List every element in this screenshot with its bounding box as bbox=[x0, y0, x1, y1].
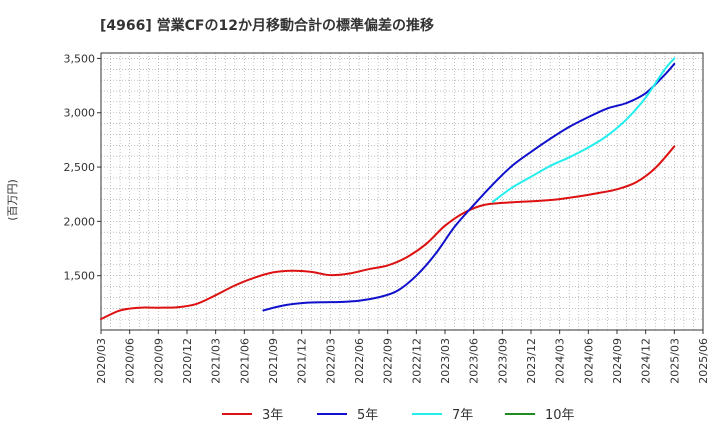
x-tick-label: 2024/09 bbox=[611, 338, 624, 384]
series-line-2 bbox=[491, 57, 676, 203]
x-tick-label: 2022/12 bbox=[410, 338, 423, 384]
series-line-1 bbox=[262, 62, 676, 312]
x-tick-label: 2022/06 bbox=[353, 338, 366, 384]
x-tick-label: 2021/03 bbox=[210, 338, 223, 384]
legend-label-3: 10年 bbox=[545, 408, 575, 423]
x-tick-label: 2025/06 bbox=[697, 338, 710, 384]
legend-label-2: 7年 bbox=[452, 408, 473, 423]
x-tick-label: 2023/03 bbox=[439, 338, 452, 384]
x-tick-label: 2021/09 bbox=[267, 338, 280, 384]
x-tick-label: 2020/03 bbox=[95, 338, 108, 384]
x-tick-label: 2021/06 bbox=[238, 338, 251, 384]
y-tick-label: 2,500 bbox=[64, 161, 96, 174]
x-tick-label: 2020/06 bbox=[124, 338, 137, 384]
x-tick-label: 2024/12 bbox=[640, 338, 653, 384]
legend-label-0: 3年 bbox=[262, 408, 283, 423]
series-lines bbox=[100, 57, 676, 321]
y-tick-label: 2,000 bbox=[64, 215, 96, 228]
x-tick-label: 2024/06 bbox=[582, 338, 595, 384]
y-tick-label: 3,000 bbox=[64, 107, 96, 120]
x-tick-label: 2022/09 bbox=[382, 338, 395, 384]
x-tick-label: 2023/06 bbox=[468, 338, 481, 384]
x-tick-label: 2024/03 bbox=[554, 338, 567, 384]
x-tick-label: 2023/12 bbox=[525, 338, 538, 384]
y-tick-label: 1,500 bbox=[64, 270, 96, 283]
y-tick-label: 3,500 bbox=[64, 52, 96, 65]
chart-title: [4966] 営業CFの12か月移動合計の標準偏差の推移 bbox=[100, 17, 434, 34]
x-tick-label: 2025/03 bbox=[668, 338, 681, 384]
x-tick-label: 2021/12 bbox=[296, 338, 309, 384]
legend-label-1: 5年 bbox=[357, 408, 378, 423]
x-tick-label: 2020/09 bbox=[152, 338, 165, 384]
plot-frame bbox=[100, 52, 704, 331]
y-axis-label: (百万円) bbox=[6, 179, 19, 221]
x-tick-label: 2022/03 bbox=[324, 338, 337, 384]
x-tick-label: 2020/12 bbox=[181, 338, 194, 384]
series-line-0 bbox=[100, 145, 676, 321]
x-tick-label: 2023/09 bbox=[496, 338, 509, 384]
axes: 1,500 2,000 2,500 3,000 3,500 2020/03 2020/06 2… bbox=[64, 52, 711, 383]
legend: 3年 5年 7年 10年 bbox=[222, 408, 575, 423]
grid bbox=[100, 53, 704, 331]
